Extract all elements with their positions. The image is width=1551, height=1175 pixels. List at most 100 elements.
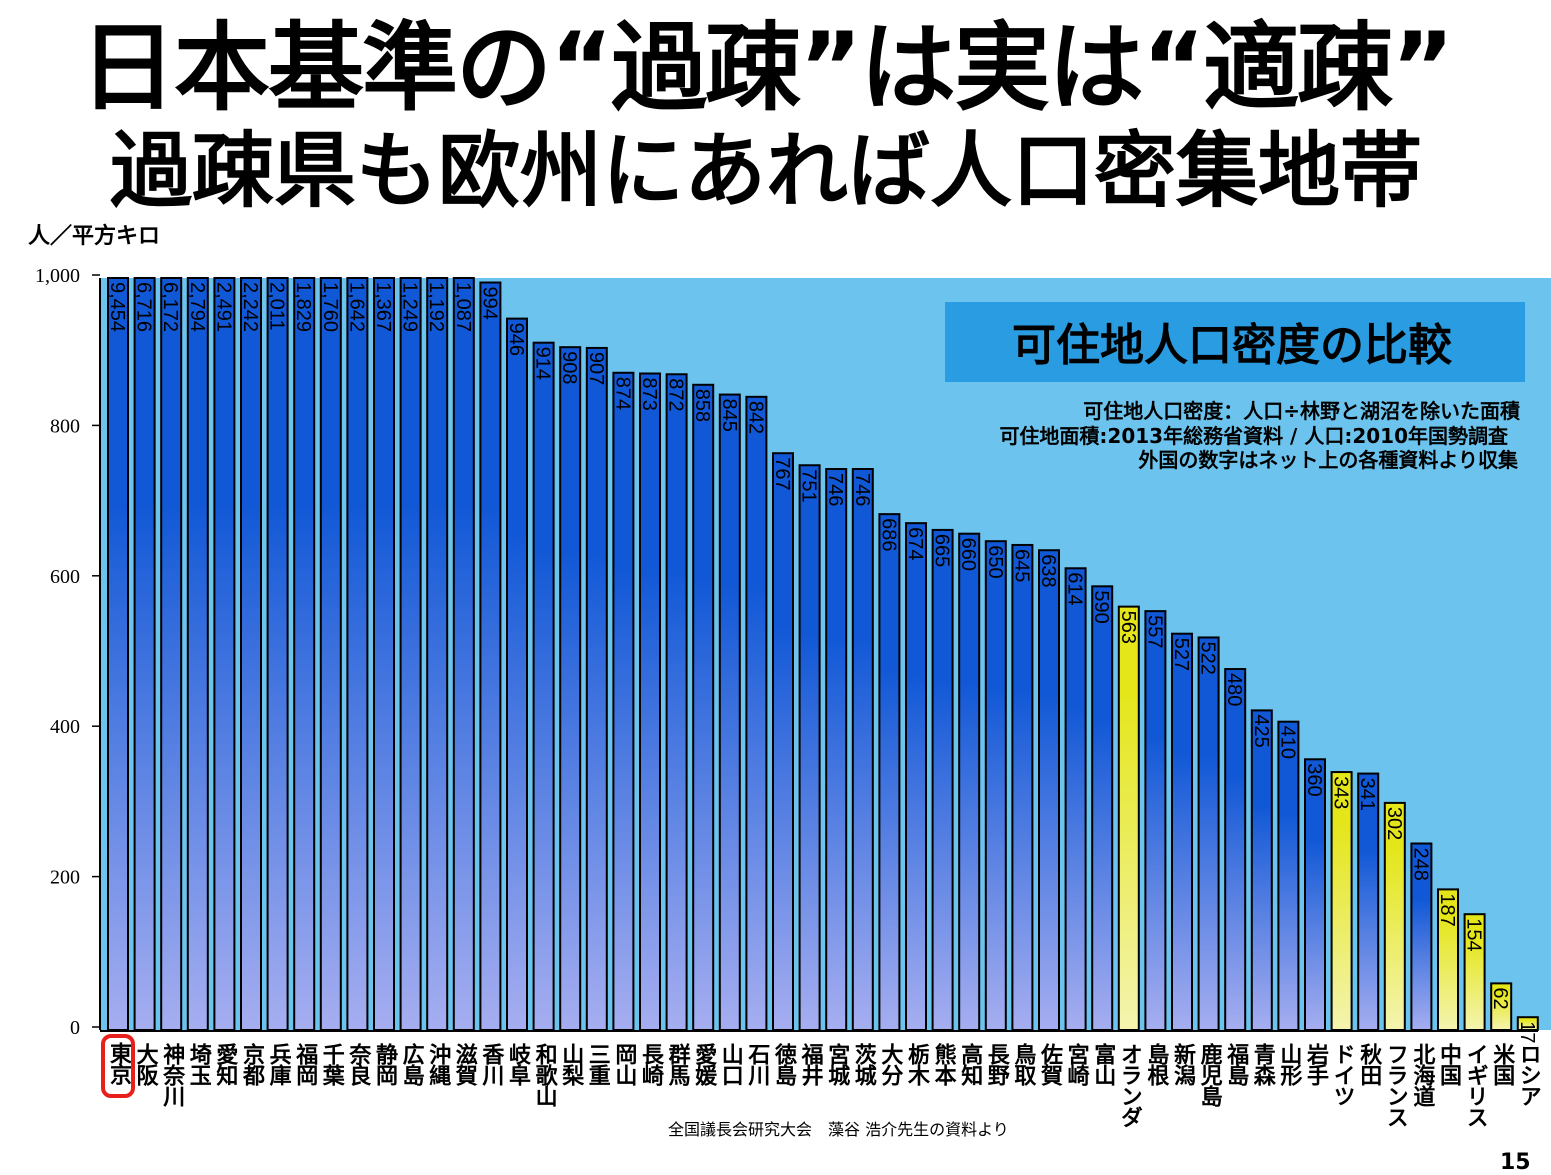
- value-label: 2,242: [239, 282, 261, 332]
- bar-京都: [240, 277, 262, 1031]
- value-label: 660: [957, 538, 979, 571]
- bar-滋賀: [452, 277, 475, 1031]
- value-label: 1,829: [292, 282, 314, 332]
- y-tick-label: 600: [50, 566, 80, 588]
- category-label: 茨城: [850, 1043, 876, 1085]
- value-label: 674: [904, 527, 926, 560]
- category-label: オランダ: [1116, 1043, 1142, 1127]
- bar-香川: [479, 281, 502, 1031]
- bar-ドイツ: [1330, 771, 1353, 1032]
- bar-岩手: [1304, 758, 1326, 1032]
- value-label: 410: [1276, 726, 1298, 759]
- note-2: 可住地面積:2013年総務省資料 / 人口:2010年国勢調査: [999, 424, 1508, 448]
- value-label: 645: [1010, 549, 1032, 582]
- bar-愛知: [213, 277, 236, 1031]
- value-label: 343: [1330, 776, 1352, 809]
- category-label: 和歌山: [531, 1043, 557, 1106]
- bar-鹿児島: [1197, 636, 1220, 1031]
- category-label: 岡山: [611, 1043, 637, 1085]
- bar-茨城: [851, 468, 874, 1031]
- bar-千葉: [319, 277, 342, 1031]
- value-label: 1,642: [345, 282, 367, 332]
- main-title: 日本基準の“過疎”は実は“適疎”: [80, 12, 1454, 124]
- bar-秋田: [1357, 772, 1380, 1031]
- value-label: 650: [984, 545, 1006, 578]
- category-label: 大分: [877, 1043, 903, 1085]
- source-credit: 全国議長会研究大会 藻谷 浩介先生の資料より: [668, 1120, 1009, 1139]
- category-label: 京都: [239, 1043, 264, 1085]
- category-label: 沖縄: [425, 1043, 451, 1085]
- category-label: 米国: [1489, 1043, 1515, 1085]
- bar-愛媛: [692, 383, 715, 1031]
- category-label: 鳥取: [1010, 1043, 1036, 1085]
- value-label: 686: [877, 518, 899, 551]
- value-label: 563: [1117, 611, 1139, 644]
- bar-長崎: [639, 372, 661, 1031]
- bar-熊本: [931, 528, 954, 1031]
- bar-広島: [399, 277, 422, 1031]
- bar-徳島: [772, 452, 794, 1031]
- category-label: 高知: [957, 1043, 983, 1085]
- category-label: 滋賀: [451, 1043, 477, 1085]
- category-label: 福島: [1223, 1043, 1249, 1085]
- category-label: 島根: [1143, 1043, 1169, 1085]
- bar-石川: [745, 395, 768, 1032]
- bar-島根: [1144, 610, 1167, 1031]
- value-label: 248: [1409, 848, 1431, 881]
- bar-大阪: [133, 277, 156, 1031]
- value-label: 614: [1064, 572, 1086, 605]
- bar-富山: [1091, 585, 1114, 1031]
- value-label: 746: [851, 473, 873, 506]
- value-label: 590: [1090, 590, 1112, 623]
- value-label: 946: [505, 323, 527, 356]
- bars: [107, 277, 1539, 1032]
- y-tick-label: 0: [70, 1017, 80, 1039]
- value-label: 908: [558, 351, 580, 384]
- bar-栃木: [905, 522, 927, 1031]
- value-label: 527: [1170, 638, 1192, 671]
- category-label: 香川: [478, 1043, 504, 1085]
- value-label: 914: [532, 347, 554, 380]
- value-label: 480: [1223, 673, 1245, 706]
- y-axis: 0 200 400 600 800 1,000: [35, 265, 101, 1039]
- category-label: 埼玉: [185, 1043, 211, 1085]
- bar-福井: [798, 464, 821, 1031]
- value-label: 751: [798, 469, 820, 502]
- value-labels: 9,454 6,716 6,172 2,794 2,491 2,242 2,011 1,829…: [106, 282, 1538, 1043]
- category-label: 新潟: [1170, 1043, 1195, 1085]
- bar-高知: [958, 532, 981, 1031]
- bar-奈良: [346, 277, 369, 1031]
- value-label: 842: [744, 401, 766, 434]
- category-label: 青森: [1249, 1043, 1275, 1085]
- value-label: 1,087: [452, 282, 474, 332]
- category-label: 三重: [584, 1043, 610, 1085]
- category-label: 福井: [797, 1043, 823, 1085]
- category-label: 熊本: [930, 1043, 956, 1085]
- bar-佐賀: [1038, 549, 1060, 1031]
- value-label: 341: [1356, 778, 1378, 811]
- bar-新潟: [1171, 632, 1193, 1031]
- bar-静岡: [373, 277, 395, 1031]
- value-label: 425: [1250, 714, 1272, 747]
- category-label: 北海道: [1409, 1043, 1435, 1106]
- subtitle: 過疎県も欧州にあれば人口密集地帯: [110, 124, 1423, 219]
- bar-長野: [984, 540, 1007, 1031]
- bar-和歌山: [532, 341, 555, 1031]
- category-label: 東京: [101, 1034, 135, 1098]
- value-label: 2,794: [186, 282, 208, 332]
- category-label: 山梨: [558, 1043, 584, 1085]
- bar-青森: [1250, 709, 1273, 1032]
- value-label: 360: [1303, 763, 1325, 796]
- value-label: 858: [691, 389, 713, 422]
- value-label: 1,760: [319, 282, 341, 332]
- bar-沖縄: [426, 277, 449, 1031]
- value-label: 638: [1037, 554, 1059, 587]
- category-label: 徳島: [771, 1043, 796, 1085]
- category-label: 大阪: [132, 1043, 158, 1085]
- value-label: 873: [638, 378, 660, 411]
- bar-神奈川: [160, 277, 183, 1031]
- category-label: ドイツ: [1329, 1043, 1355, 1106]
- value-label: 154: [1463, 918, 1485, 951]
- note-1: 可住地人口密度：人口÷林野と湖沼を除いた面積: [1083, 399, 1521, 423]
- bar-宮城: [825, 468, 848, 1031]
